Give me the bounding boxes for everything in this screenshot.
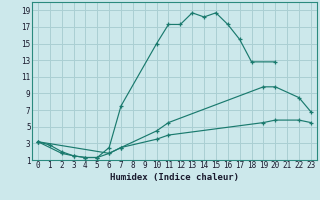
X-axis label: Humidex (Indice chaleur): Humidex (Indice chaleur) bbox=[110, 173, 239, 182]
